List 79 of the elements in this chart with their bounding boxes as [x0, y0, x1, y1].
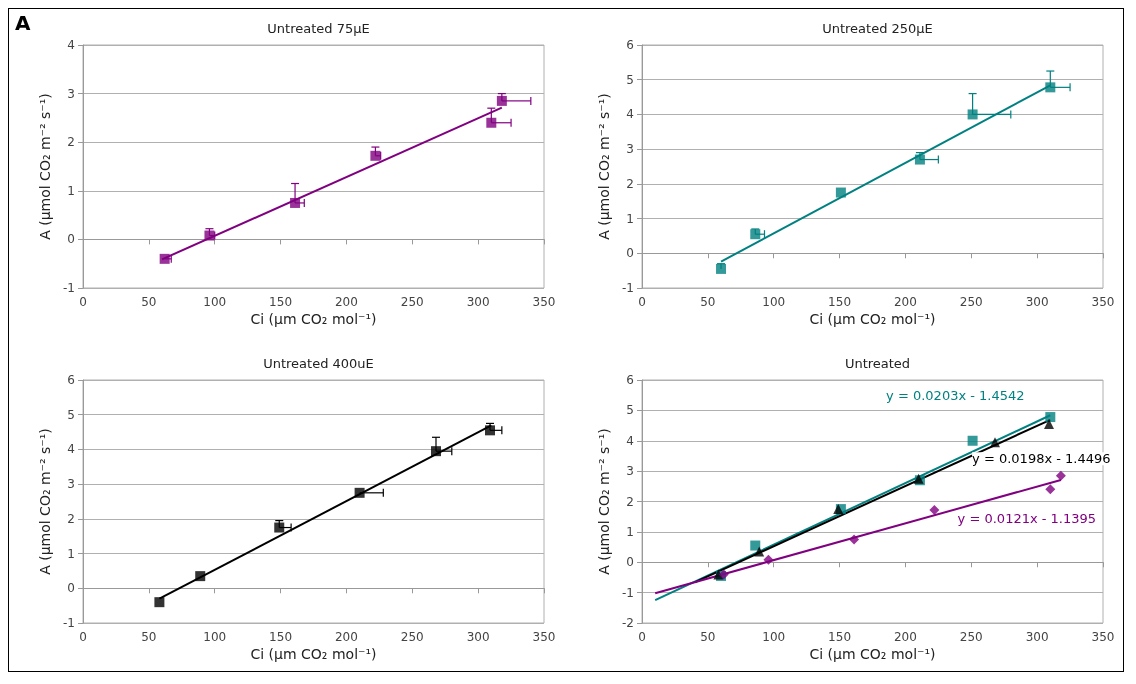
x-tick-label: 0: [79, 630, 87, 644]
x-tick-label: 300: [466, 630, 490, 644]
y-tick-label: 6: [626, 38, 634, 52]
y-axis-title: A (µmol CO₂ m⁻² s⁻¹): [37, 428, 54, 575]
y-tick-label: 5: [626, 403, 634, 418]
y-tick-label: 2: [626, 494, 634, 509]
x-tick-label: 350: [1091, 295, 1115, 309]
y-tick-label: -1: [63, 616, 75, 630]
x-tick-label: 300: [466, 295, 490, 309]
y-axis-title: A (µmol CO₂ m⁻² s⁻¹): [596, 93, 613, 240]
chart-title: Untreated 75µE: [267, 21, 370, 36]
x-axis-title: Ci (µm CO₂ mol⁻¹): [250, 311, 377, 327]
y-axis-title: A (µmol CO₂ m⁻² s⁻¹): [37, 93, 54, 240]
y-tick-label: 2: [67, 511, 75, 526]
x-tick-label: 0: [79, 295, 87, 309]
y-tick-label: 5: [67, 407, 75, 422]
y-tick-label: -2: [622, 616, 634, 630]
x-tick-label: 200: [893, 630, 917, 644]
y-tick-label: 4: [67, 442, 75, 457]
x-tick-label: 300: [1025, 630, 1049, 644]
y-tick-label: 5: [626, 72, 634, 87]
chart-title: Untreated 400uE: [263, 356, 374, 371]
y-tick-label: 0: [67, 581, 75, 596]
text: A: [15, 11, 31, 35]
x-tick-label: 200: [893, 295, 917, 309]
x-tick-label: 250: [959, 295, 983, 309]
y-tick-label: 3: [67, 477, 75, 492]
y-tick-label: 6: [626, 373, 634, 387]
y-axis-title: A (µmol CO₂ m⁻² s⁻¹): [596, 428, 613, 575]
y-tick-label: 0: [626, 246, 634, 261]
x-tick-label: 150: [828, 630, 852, 644]
y-tick-label: 0: [67, 232, 75, 247]
y-tick-label: 1: [67, 183, 75, 198]
y-tick-label: 6: [67, 373, 75, 387]
y-tick-label: 2: [626, 176, 634, 191]
chart-title: Untreated: [844, 356, 911, 371]
x-axis-title: Ci (µm CO₂ mol⁻¹): [809, 311, 936, 327]
x-tick-label: 50: [141, 630, 157, 644]
chart-title: Untreated 250µE: [822, 21, 933, 36]
x-tick-label: 100: [762, 295, 786, 309]
y-tick-label: 3: [626, 464, 634, 479]
x-tick-label: 250: [400, 630, 424, 644]
x-tick-label: 100: [762, 630, 786, 644]
x-axis-title: Ci (µm CO₂ mol⁻¹): [809, 646, 936, 662]
y-tick-label: -1: [622, 281, 634, 295]
x-tick-label: 250: [400, 295, 424, 309]
y-tick-label: 1: [626, 211, 634, 226]
x-tick-label: 150: [828, 295, 852, 309]
x-tick-label: 150: [269, 295, 293, 309]
x-tick-label: 0: [638, 630, 646, 644]
x-tick-label: 200: [334, 630, 358, 644]
x-tick-label: 250: [959, 630, 983, 644]
y-tick-label: 2: [67, 135, 75, 150]
x-tick-label: 50: [700, 295, 716, 309]
x-tick-label: 100: [203, 630, 227, 644]
annotation: y = 0.0203x - 1.4542: [886, 387, 1025, 403]
x-tick-label: 150: [269, 630, 293, 644]
x-tick-label: 50: [700, 630, 716, 644]
y-tick-label: 3: [67, 86, 75, 101]
y-tick-label: -1: [622, 585, 634, 600]
y-tick-label: 4: [626, 107, 634, 122]
y-tick-label: 3: [626, 142, 634, 157]
annotation: y = 0.0198x - 1.4496: [972, 451, 1111, 467]
x-tick-label: 300: [1025, 295, 1049, 309]
y-tick-label: 1: [67, 546, 75, 561]
x-tick-label: 350: [532, 295, 556, 309]
x-tick-label: 0: [638, 295, 646, 309]
y-tick-label: 1: [626, 524, 634, 539]
y-tick-label: 4: [67, 38, 75, 52]
annotation: y = 0.0121x - 1.1395: [957, 511, 1097, 527]
x-tick-label: 100: [203, 295, 227, 309]
y-tick-label: 4: [626, 433, 634, 448]
y-tick-label: -1: [63, 281, 75, 295]
x-axis-title: Ci (µm CO₂ mol⁻¹): [250, 646, 377, 662]
x-tick-label: 200: [334, 295, 358, 309]
x-tick-label: 350: [1091, 630, 1115, 644]
y-tick-label: 0: [626, 555, 634, 570]
x-tick-label: 350: [532, 630, 556, 644]
x-tick-label: 50: [141, 295, 157, 309]
